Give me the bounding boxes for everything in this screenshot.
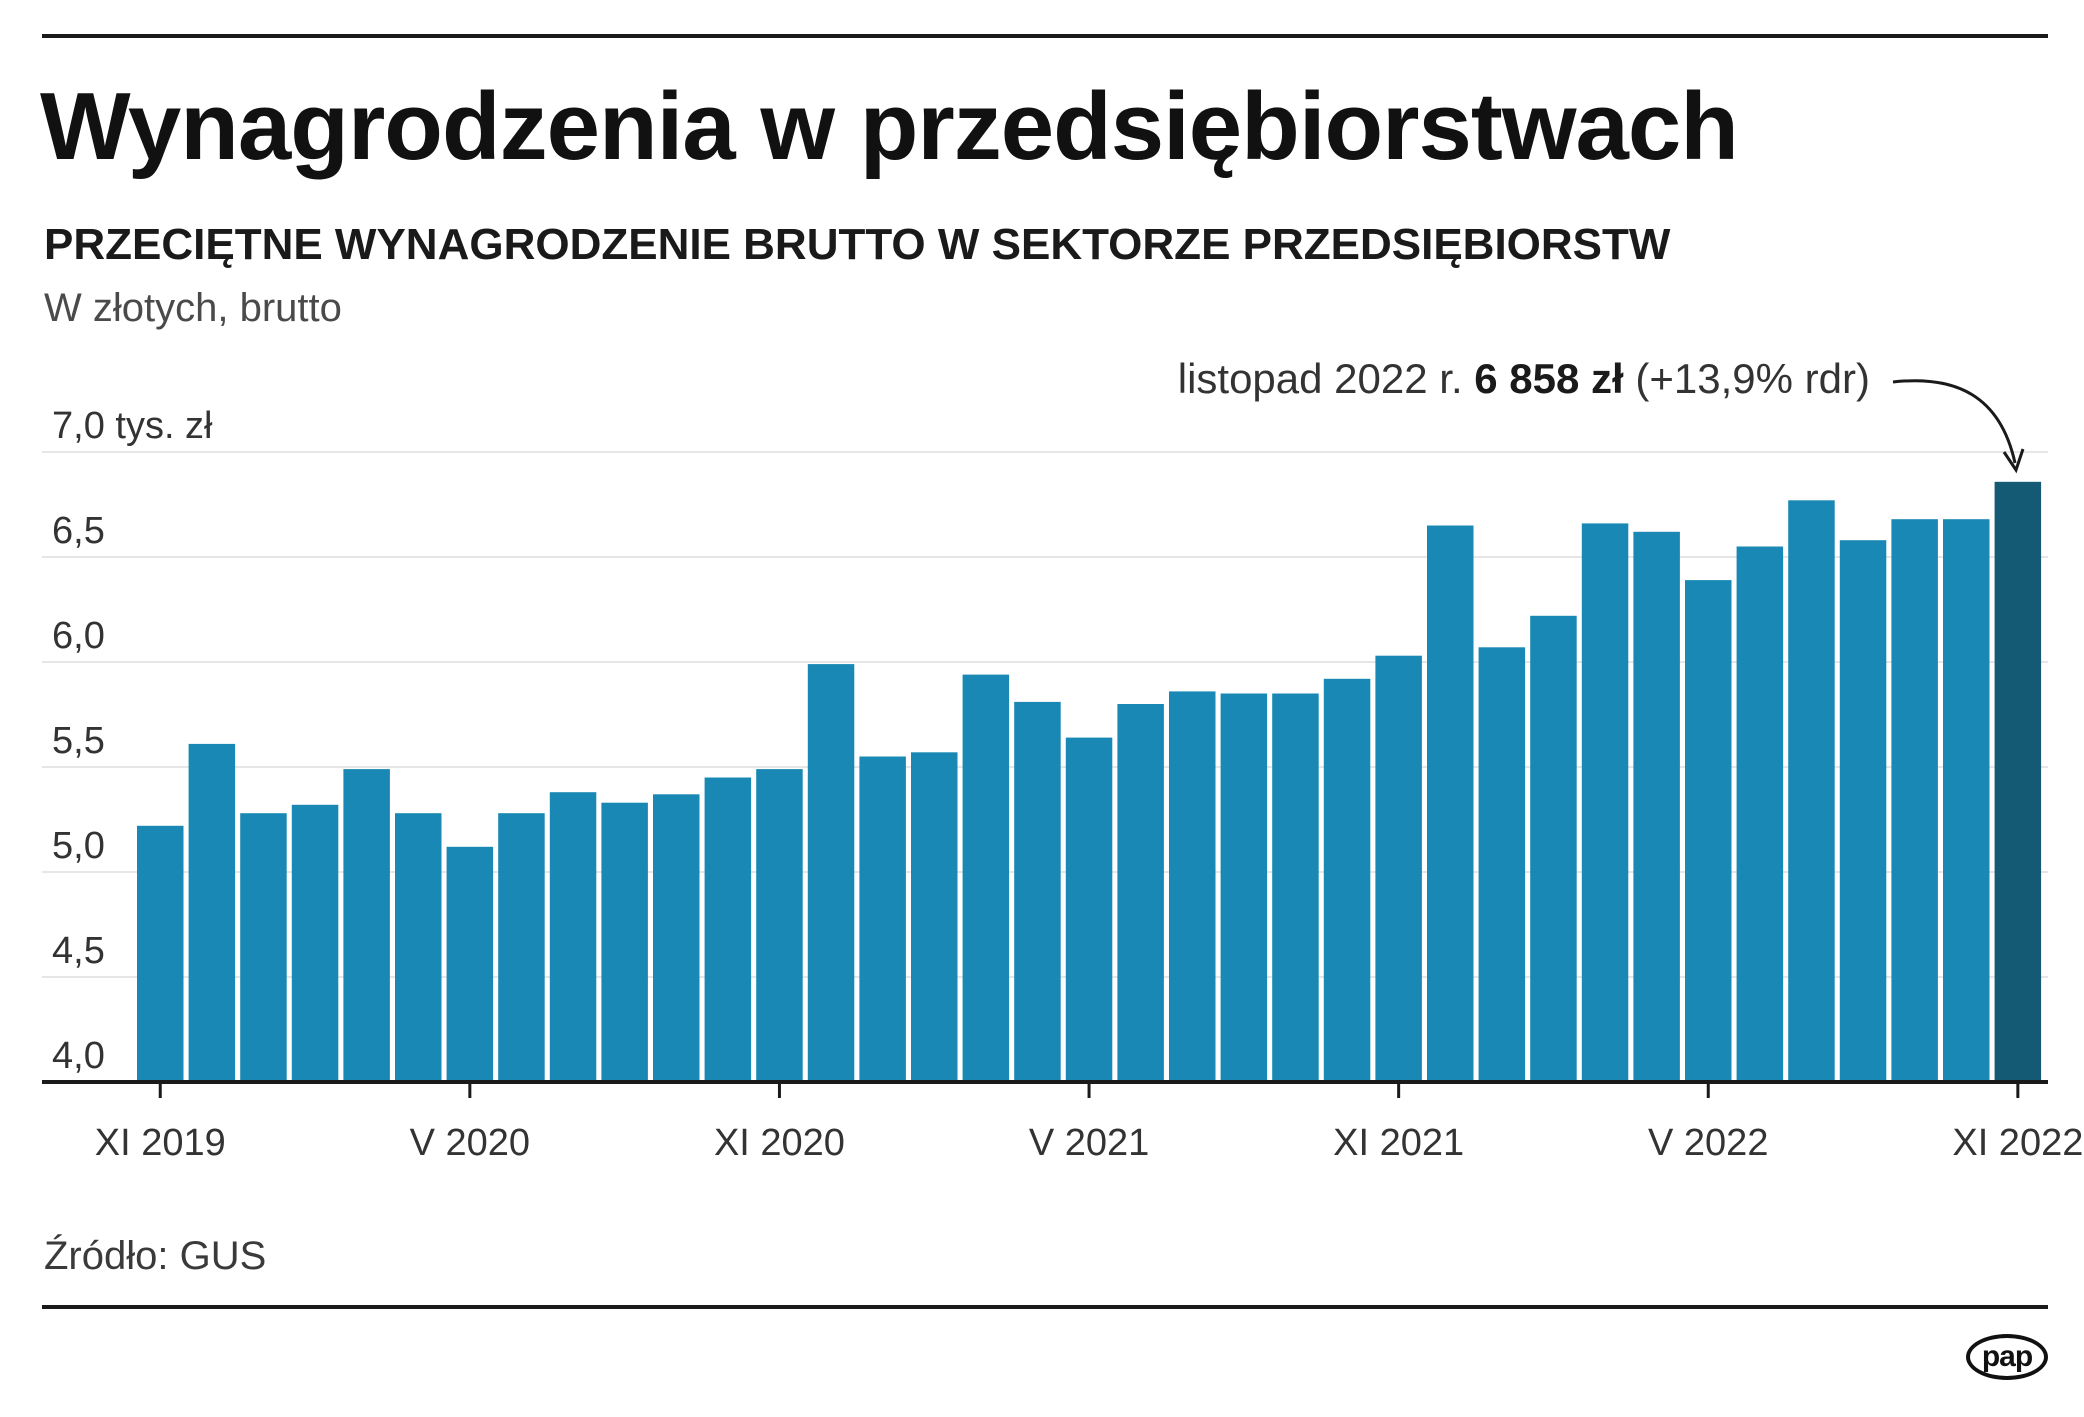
bar	[1117, 704, 1164, 1082]
y-tick-label: 4,0	[52, 1035, 105, 1077]
x-tick-label: XI 2020	[714, 1122, 845, 1164]
bar	[1839, 540, 1887, 1082]
bar	[446, 846, 494, 1082]
annotation-value: 6 858 zł	[1474, 355, 1624, 402]
bar	[1685, 580, 1732, 1082]
chart-subtitle: PRZECIĘTNE WYNAGRODZENIE BRUTTO W SEKTOR…	[44, 220, 1671, 269]
annotation-text: listopad 2022 r. 6 858 zł (+13,9% rdr)	[1178, 355, 1870, 402]
y-axis-labels: 7,0 tys. zł 6,5 6,0 5,5 5,0 4,5 4,0	[52, 405, 213, 1077]
bar	[1427, 525, 1474, 1082]
bar	[653, 794, 700, 1082]
bar	[601, 802, 648, 1082]
bar	[1736, 546, 1784, 1082]
x-tick-label: V 2021	[1029, 1122, 1149, 1164]
x-tick-label: V 2022	[1648, 1122, 1768, 1164]
source-note: Źródło: GUS	[44, 1234, 267, 1278]
y-tick-label: 5,0	[52, 825, 105, 867]
bar	[1788, 500, 1835, 1082]
unit-note: W złotych, brutto	[44, 286, 342, 330]
bar	[549, 792, 597, 1082]
y-tick-label: 6,5	[52, 510, 105, 552]
bar	[1530, 615, 1577, 1082]
annotation-suffix: (+13,9% rdr)	[1624, 355, 1870, 402]
bar	[911, 752, 958, 1082]
x-tick-label: XI 2021	[1333, 1122, 1464, 1164]
annotation-arrow	[1892, 379, 2017, 464]
chart-title: Wynagrodzenia w przedsiębiorstwach	[40, 73, 1739, 180]
top-rule	[42, 34, 2048, 38]
bar	[756, 769, 803, 1082]
bar	[962, 674, 1010, 1082]
bar	[1994, 481, 2042, 1082]
bar	[1633, 531, 1680, 1082]
x-axis-ticks	[158, 1082, 2020, 1098]
bar	[807, 664, 855, 1082]
bar	[1581, 523, 1629, 1082]
y-tick-label: 6,0	[52, 615, 105, 657]
y-tick-label: 7,0 tys. zł	[52, 405, 213, 447]
bar	[137, 825, 184, 1082]
bar	[1891, 519, 1938, 1082]
x-tick-label: XI 2022	[1952, 1122, 2083, 1164]
pap-logo: pap	[1966, 1334, 2048, 1380]
bar	[1169, 691, 1216, 1082]
bar	[1272, 693, 1319, 1082]
bottom-rule	[42, 1305, 2048, 1309]
bar	[343, 769, 390, 1082]
bar	[1323, 678, 1371, 1082]
bar	[1065, 737, 1113, 1082]
bar-chart: 7,0 tys. zł 6,5 6,0 5,5 5,0 4,5 4,0 XI 2019 V 2…	[42, 355, 2084, 1164]
bars	[137, 481, 2042, 1082]
bar	[1478, 647, 1526, 1082]
x-tick-label: V 2020	[410, 1122, 530, 1164]
bar	[1014, 701, 1061, 1082]
bar	[240, 813, 287, 1082]
bar	[1375, 655, 1422, 1082]
x-tick-label: XI 2019	[95, 1122, 226, 1164]
bar	[291, 804, 339, 1082]
annotation-prefix: listopad 2022 r.	[1178, 355, 1475, 402]
bar	[498, 813, 545, 1082]
bar	[395, 813, 442, 1082]
bar	[188, 743, 236, 1082]
bar	[1943, 519, 1990, 1082]
bar	[1220, 693, 1268, 1082]
y-tick-label: 4,5	[52, 930, 105, 972]
x-axis-labels: XI 2019 V 2020 XI 2020 V 2021 XI 2021 V 2022 X…	[95, 1122, 2084, 1164]
bar	[859, 756, 906, 1082]
bar	[704, 777, 752, 1082]
arrow-head	[2002, 448, 2025, 474]
y-tick-label: 5,5	[52, 720, 105, 762]
